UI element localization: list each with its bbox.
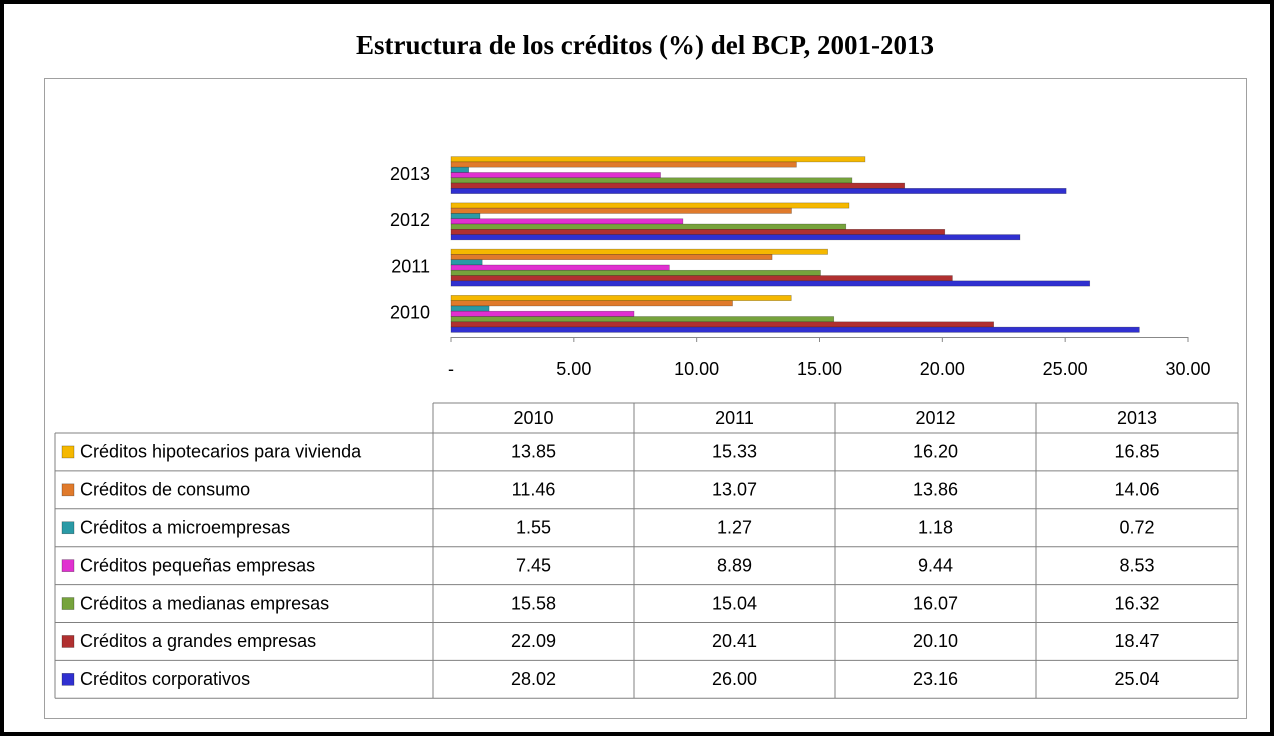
bar [450, 280, 1091, 287]
table-cell: 28.02 [511, 669, 556, 689]
table-cell: 25.04 [1114, 669, 1159, 689]
table-cell: 16.85 [1114, 442, 1159, 462]
table-cell: 14.06 [1114, 480, 1159, 500]
legend-swatch [61, 635, 75, 648]
y-tick-label: 2011 [391, 256, 430, 276]
bar [450, 177, 853, 184]
bar [450, 182, 906, 189]
bar [450, 326, 1140, 333]
table-cell: 16.32 [1114, 593, 1159, 613]
table-cell: 16.07 [913, 593, 958, 613]
bar [450, 295, 792, 301]
table-header: 2010 [513, 408, 553, 428]
bar [450, 229, 946, 235]
bar [450, 305, 490, 312]
table-cell: 1.18 [918, 518, 953, 538]
table-cell: 16.20 [913, 442, 958, 462]
bar [450, 161, 797, 168]
bar [450, 188, 1067, 194]
legend-label: Créditos de consumo [80, 480, 250, 500]
table-cell: 26.00 [712, 669, 757, 689]
x-tick-label: 5.00 [556, 359, 591, 379]
x-tick-label: 20.00 [920, 359, 965, 379]
table-cell: 15.58 [511, 593, 556, 613]
bar [450, 248, 828, 255]
bar [450, 213, 481, 220]
x-tick-label: 15.00 [797, 359, 842, 379]
table-cell: 20.10 [913, 631, 958, 651]
table-header: 2012 [915, 408, 955, 428]
legend-label: Créditos pequeñas empresas [80, 555, 315, 575]
legend-swatch [61, 597, 75, 610]
legend-swatch [61, 559, 75, 572]
x-tick-label: 10.00 [674, 359, 719, 379]
bar [450, 202, 850, 209]
legend-label: Créditos hipotecarios para vivienda [80, 442, 362, 462]
chart-title: Estructura de los créditos (%) del BCP, … [356, 30, 934, 60]
table-cell: 1.55 [516, 518, 551, 538]
legend-swatch [61, 445, 75, 459]
y-tick-label: 2012 [390, 210, 430, 230]
table-cell: 13.07 [712, 480, 757, 500]
bar [450, 223, 847, 230]
legend-label: Créditos a medianas empresas [80, 593, 329, 613]
table-cell: 7.45 [516, 555, 551, 575]
legend-swatch [61, 521, 75, 535]
legend-swatch [61, 483, 75, 497]
table-cell: 0.72 [1119, 518, 1154, 538]
legend-label: Créditos a microempresas [80, 518, 290, 538]
bar [450, 259, 483, 266]
bar [450, 316, 835, 323]
table-header: 2013 [1117, 408, 1157, 428]
table-cell: 8.89 [717, 555, 752, 575]
table-header: 2011 [715, 408, 754, 428]
bar [450, 254, 773, 260]
table-cell: 8.53 [1119, 555, 1154, 575]
table-cell: 11.46 [512, 480, 556, 500]
bar [450, 321, 994, 328]
table-cell: 1.27 [717, 518, 752, 538]
x-tick-label: 30.00 [1165, 359, 1210, 379]
table-cell: 20.41 [712, 631, 757, 651]
x-tick-label: 25.00 [1043, 359, 1088, 379]
y-tick-label: 2010 [390, 303, 430, 323]
bar [450, 207, 792, 214]
chart-frame [44, 78, 1247, 719]
legend-label: Créditos a grandes empresas [80, 631, 316, 651]
table-cell: 13.86 [913, 480, 958, 500]
y-tick-label: 2013 [390, 164, 430, 184]
bar [450, 264, 670, 271]
table-cell: 15.04 [712, 593, 757, 613]
bar [450, 234, 1021, 241]
x-tick-label: - [448, 359, 454, 379]
table-cell: 18.47 [1114, 631, 1159, 651]
table-cell: 9.44 [918, 555, 953, 575]
legend-swatch [61, 673, 75, 686]
legend-label: Créditos corporativos [80, 669, 250, 689]
table-cell: 23.16 [913, 669, 958, 689]
table-cell: 15.33 [712, 442, 757, 462]
bar [450, 300, 733, 307]
bar [450, 269, 821, 276]
bar [450, 172, 661, 179]
bar [450, 166, 469, 173]
table-cell: 22.09 [511, 631, 556, 651]
table-cell: 13.85 [511, 442, 556, 462]
bar [450, 218, 684, 225]
bar [450, 156, 866, 163]
bar [450, 275, 953, 282]
bar [450, 310, 635, 317]
